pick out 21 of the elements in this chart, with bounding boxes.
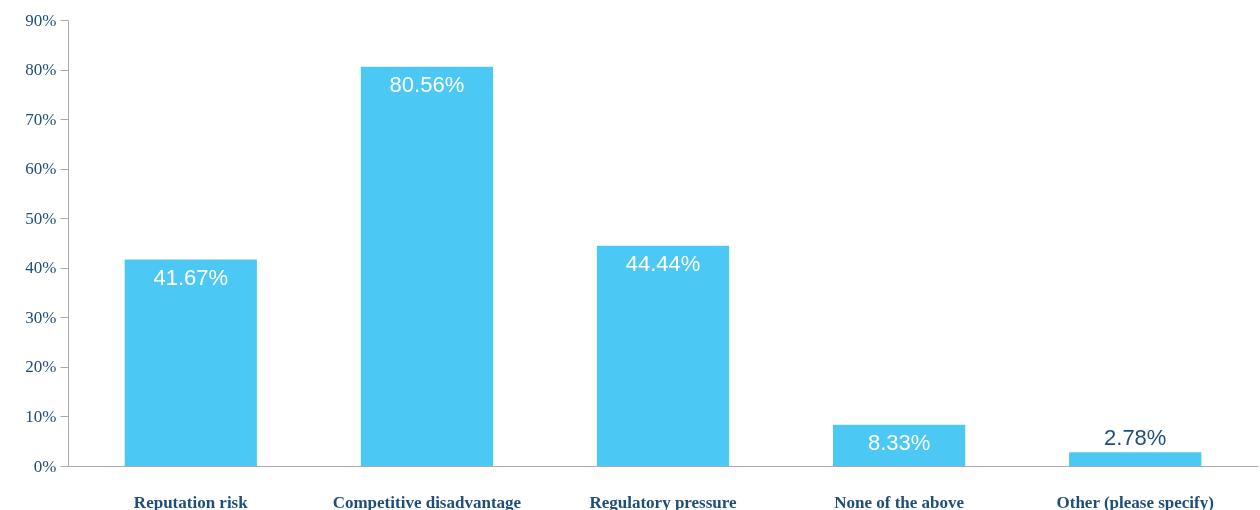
y-tick-label: 10%	[25, 406, 57, 426]
data-label: 8.33%	[867, 429, 931, 455]
data-label: 41.67%	[153, 264, 229, 290]
y-tick-label: 20%	[25, 357, 57, 377]
bar	[833, 424, 966, 466]
y-tick-label: 80%	[25, 60, 57, 80]
x-tick-label: None of the above	[834, 492, 965, 510]
y-tick-label: 60%	[25, 159, 57, 179]
bar	[124, 259, 257, 466]
y-tick-label: 90%	[25, 10, 57, 30]
bar	[1069, 452, 1202, 466]
y-tick-label: 50%	[25, 208, 57, 228]
data-label: 44.44%	[625, 250, 701, 276]
bar	[596, 245, 730, 466]
y-tick-label: 30%	[25, 307, 57, 327]
y-tick-label: 0%	[33, 456, 57, 476]
y-tick-label: 70%	[25, 109, 57, 129]
y-tick-label: 40%	[25, 258, 57, 278]
bar	[360, 66, 493, 466]
data-label: 2.78%	[1104, 425, 1167, 451]
data-label: 80.56%	[389, 71, 465, 97]
